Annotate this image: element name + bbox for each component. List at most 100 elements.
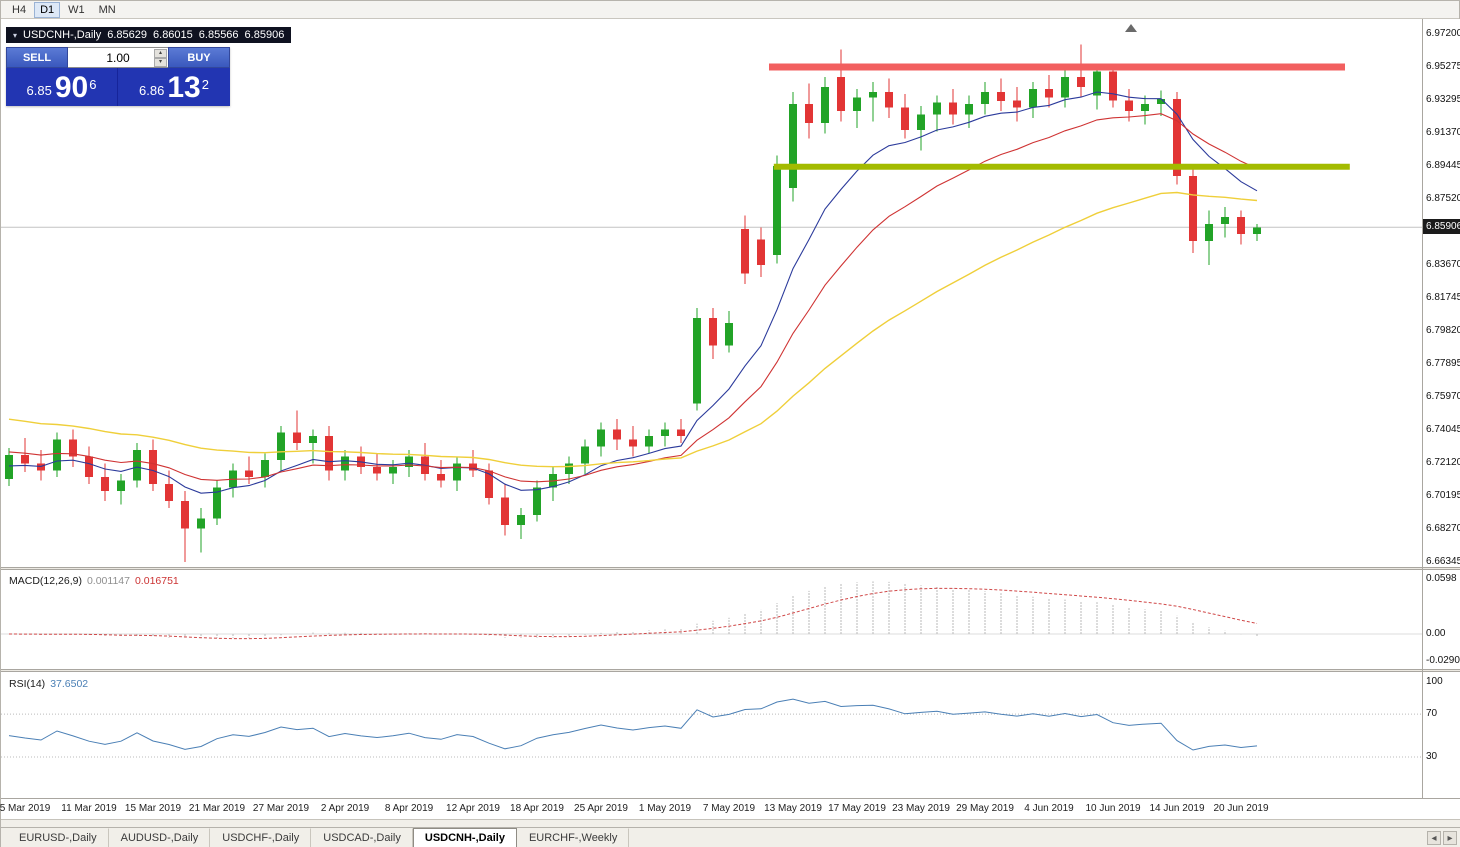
- candle: [821, 76, 829, 134]
- price-axis-label: 6.74045: [1426, 424, 1460, 435]
- candle: [389, 460, 397, 485]
- macd-histogram: [24, 581, 1258, 638]
- price-axis-label: 6.93295: [1426, 94, 1460, 105]
- candle: [1045, 75, 1053, 108]
- macd-axis-label: 0.0598: [1426, 573, 1457, 584]
- candle: [677, 419, 685, 443]
- date-axis-label: 29 May 2019: [956, 803, 1014, 814]
- price-axis-label: 6.97200: [1426, 28, 1460, 39]
- chart-tab-bar: EURUSD-,Daily AUDUSD-,Daily USDCHF-,Daily U…: [1, 827, 1460, 847]
- current-price-tag: 6.85906: [1423, 219, 1460, 234]
- date-axis-label: 23 May 2019: [892, 803, 950, 814]
- candle: [981, 81, 989, 115]
- volume-up-button[interactable]: ▴: [154, 49, 167, 58]
- date-axis-label: 4 Jun 2019: [1024, 803, 1074, 814]
- horizontal-scrollbar[interactable]: [1, 819, 1460, 827]
- chart-tab-audusd-daily[interactable]: AUDUSD-,Daily: [109, 828, 211, 847]
- sell-price-pip: 6: [89, 77, 97, 92]
- timeframe-button-mn[interactable]: MN: [98, 3, 116, 16]
- price-axis-label: 6.77895: [1426, 358, 1460, 369]
- candle: [869, 81, 877, 122]
- candle: [1061, 68, 1069, 108]
- volume-input[interactable]: 1.00 ▴ ▾: [68, 47, 168, 68]
- candle: [1125, 88, 1133, 122]
- chart-canvas[interactable]: [1, 19, 1460, 799]
- timeframe-button-d1[interactable]: D1: [34, 1, 61, 18]
- candle: [1237, 210, 1245, 245]
- ohlc-header[interactable]: ▾ USDCNH-,Daily 6.85629 6.86015 6.85566 …: [6, 27, 292, 43]
- candle: [229, 463, 237, 498]
- chart-tab-eurusd-daily[interactable]: EURUSD-,Daily: [7, 828, 109, 847]
- chart-tab-eurchf-weekly[interactable]: EURCHF-,Weekly: [517, 828, 630, 847]
- candle: [1157, 90, 1165, 117]
- macd-axis-label: -0.029049: [1426, 655, 1460, 666]
- price-axis: 6.85906 6.97200 6.95275 6.93295 6.91370 6.89…: [1423, 19, 1460, 799]
- volume-down-button[interactable]: ▾: [154, 58, 167, 67]
- date-axis-label: 15 Mar 2019: [124, 803, 182, 814]
- price-axis-label: 6.72120: [1426, 457, 1460, 468]
- date-axis-label: 20 Jun 2019: [1213, 803, 1269, 814]
- sell-button[interactable]: SELL: [6, 47, 68, 68]
- timeframe-button-h4[interactable]: H4: [12, 3, 27, 16]
- chart-tab-usdchf-daily[interactable]: USDCHF-,Daily: [210, 828, 312, 847]
- candle: [789, 92, 797, 202]
- chart-shift-marker-icon[interactable]: [1125, 24, 1137, 32]
- candle: [773, 155, 781, 264]
- chart-symbol-label: USDCNH-,Daily: [23, 29, 102, 41]
- candle: [5, 448, 13, 486]
- date-axis-label: 5 Mar 2019: [0, 803, 51, 814]
- buy-quote[interactable]: 6.86 13 2: [118, 68, 230, 106]
- candle: [1077, 44, 1085, 98]
- date-axis-label: 17 May 2019: [828, 803, 886, 814]
- ohlc-low: 6.85566: [198, 29, 239, 41]
- date-axis-label: 11 Mar 2019: [61, 803, 117, 814]
- rsi-indicator-label: RSI(14) 37.6502: [9, 678, 88, 690]
- ohlc-close: 6.85906: [244, 29, 285, 41]
- candle: [325, 425, 333, 481]
- tab-scroll-left-icon[interactable]: ◂: [1427, 831, 1441, 845]
- rsi-value: 37.6502: [50, 678, 89, 690]
- candle: [309, 429, 317, 464]
- buy-button[interactable]: BUY: [168, 47, 230, 68]
- candle: [469, 449, 477, 478]
- chart-tab-list: EURUSD-,Daily AUDUSD-,Daily USDCHF-,Daily U…: [7, 828, 630, 847]
- price-axis-label: 6.66345: [1426, 556, 1460, 567]
- rsi-pane: [1, 698, 1422, 758]
- chart-tab-usdcad-daily[interactable]: USDCAD-,Daily: [311, 828, 413, 847]
- candle: [1189, 169, 1197, 254]
- ohlc-open: 6.85629: [107, 29, 148, 41]
- macd-pane: [1, 581, 1422, 640]
- macd-signal-value: 0.016751: [134, 575, 179, 587]
- price-axis-label: 6.95275: [1426, 61, 1460, 72]
- candle: [245, 456, 253, 485]
- candle: [1141, 95, 1149, 125]
- candle: [197, 508, 205, 553]
- candle: [277, 425, 285, 471]
- date-axis-label: 8 Apr 2019: [384, 803, 434, 814]
- candle: [293, 410, 301, 450]
- date-axis-label: 12 Apr 2019: [446, 803, 500, 814]
- ma-line-medium: [8, 113, 1258, 483]
- candle: [853, 88, 861, 129]
- candle: [133, 442, 141, 488]
- chart-window[interactable]: ▾ USDCNH-,Daily 6.85629 6.86015 6.85566 …: [1, 19, 1460, 799]
- buy-price-prefix: 6.86: [139, 83, 165, 98]
- macd-name: MACD(12,26,9): [9, 575, 82, 587]
- macd-indicator-label: MACD(12,26,9) 0.001147 0.016751: [9, 575, 179, 587]
- sell-quote[interactable]: 6.85 90 6: [6, 68, 118, 106]
- ohlc-high: 6.86015: [153, 29, 193, 41]
- candle: [1029, 81, 1037, 118]
- candle: [917, 105, 925, 151]
- volume-value: 1.00: [106, 50, 130, 65]
- candle: [101, 463, 109, 502]
- price-axis-label: 6.79820: [1426, 325, 1460, 336]
- collapse-icon[interactable]: ▾: [13, 30, 18, 40]
- chart-tab-usdcnh-daily[interactable]: USDCNH-,Daily: [412, 828, 517, 847]
- tab-scroll-right-icon[interactable]: ▸: [1443, 831, 1457, 845]
- candle: [1253, 223, 1261, 242]
- timeframe-button-w1[interactable]: W1: [68, 3, 85, 16]
- date-axis-label: 2 Apr 2019: [320, 803, 370, 814]
- date-axis-label: 21 Mar 2019: [188, 803, 246, 814]
- macd-signal-line: [8, 587, 1258, 640]
